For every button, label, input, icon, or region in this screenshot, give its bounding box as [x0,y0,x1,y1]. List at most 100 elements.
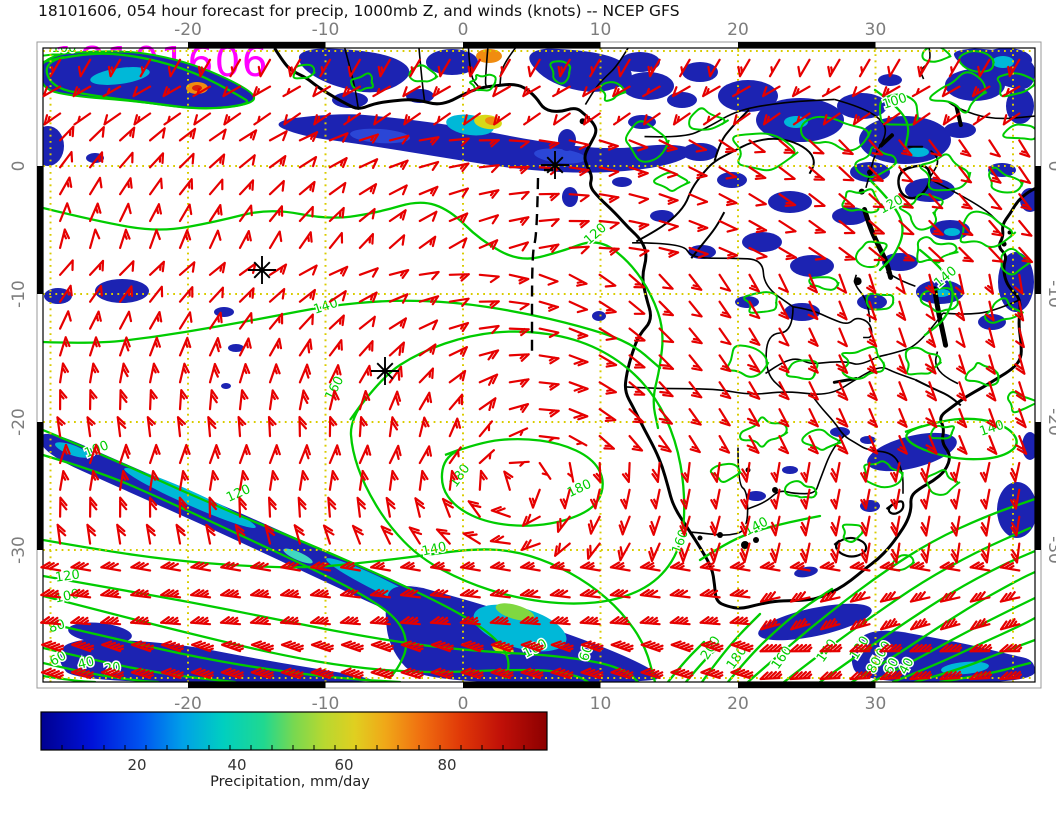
terrain-contour-squiggle [854,240,888,269]
height-contour-120 [868,178,904,272]
precip-blob [558,129,576,151]
dashed-track [530,177,540,355]
terrain-contour-squiggle [919,153,972,192]
precip-blob [717,172,747,188]
precip-blob [832,207,868,225]
colorbar-tick-label: 20 [127,756,146,774]
height-contour-160 [666,640,706,682]
precip-blob [746,491,766,501]
terrain-dot [697,535,703,541]
precip-blob [495,603,535,621]
terrain-dot [717,532,723,538]
height-contour-120 [43,201,664,430]
terrain-contour-squiggle [350,72,374,92]
terrain-contour-squiggle [1002,123,1035,141]
axis-tick-label-left: -20 [9,408,29,436]
height-contour-140 [698,514,822,562]
height-contour-140 [43,538,657,682]
terrain-dot [753,537,759,543]
colorbar-tick-label: 60 [334,756,353,774]
axis-tick-label-bottom: 30 [865,694,887,714]
precip-blob [612,177,632,187]
terrain-dot [772,487,778,493]
country-border [632,242,794,308]
star-marker [541,151,569,179]
terrain-contour-squiggle [624,120,670,163]
colorbar-tick-label: 40 [227,756,246,774]
country-border [747,435,845,510]
frame-segment-top [463,42,601,48]
axis-tick-label-right: -10 [1044,280,1056,308]
colorbar: 20 40 60 80 Precipitation, mm/day [40,711,548,790]
axis-tick-label-left: -30 [9,536,29,564]
plot-title: 18101606, 054 hour forecast for precip, … [38,2,680,20]
axis-tick-label-top: 10 [590,20,612,40]
contour-label: 100 [54,587,81,607]
country-border [624,386,811,395]
height-contour-140 [43,299,662,370]
frame-segment-right [1035,166,1041,294]
precip-blob [650,210,674,222]
precip-blob [622,72,674,100]
precip-blob [54,442,90,458]
precip-blob [534,148,586,164]
axis-tick-label-top: 30 [865,20,887,40]
terrain-contour-squiggle [854,146,898,179]
height-contour-120 [43,574,640,682]
contour-label: 100 [52,41,77,56]
river [635,137,815,243]
axis-tick-label-right: -30 [1044,536,1056,564]
precip-blob [620,52,660,72]
precip-blob [95,279,149,303]
lake [879,133,894,148]
frame-segment-bottom [188,682,326,688]
height-contour-100 [873,88,910,150]
precip-blob [997,482,1035,538]
terrain-contour-squiggle [732,132,799,172]
precip-blob [830,427,850,437]
terrain-contour-squiggle [929,424,955,440]
terrain-contour-squiggle [865,292,895,311]
precip-blob [283,548,313,564]
terrain-contour-squiggle [408,64,439,83]
terrain-contour-squiggle [863,460,904,489]
frame-segment-bottom [463,682,601,688]
terrain-contour-squiggle [726,344,770,378]
country-border [499,48,516,85]
precip-blob [44,288,72,304]
frame-segment-left [37,166,43,294]
precip-blob [228,344,244,352]
precip-blob [90,67,150,85]
precip-blob [520,48,632,92]
height-contour-160 [746,497,1035,682]
precip-blob [742,232,782,252]
axis-tick-label-right: 0 [1044,161,1056,172]
colorbar-tick-label: 80 [437,756,456,774]
axis-tick-label-bottom: -10 [312,694,340,714]
height-contour-140 [918,248,954,337]
axis-tick-label-left: -10 [9,280,29,308]
precip-blob [214,307,234,317]
country-border-ring [885,500,905,515]
terrain-contour-squiggle [653,171,691,192]
terrain-contour-squiggle [929,71,988,114]
precip-blob [790,255,834,277]
country-border [765,306,794,392]
map-frame [36,41,1042,689]
river [690,211,726,259]
axis-tick-label-right: -20 [1044,408,1056,436]
graticule-layer [43,48,1035,682]
axis-tick-label-top: -20 [174,20,202,40]
axis-labels: -20 -10 0 10 20 30 -20 -10 0 10 20 30 0 -10 -20 -30 0 -10… [9,20,1056,714]
lake [932,286,949,348]
height-contour-180 [726,587,834,682]
country-border [418,48,426,101]
terrain-contour-squiggle [898,193,944,231]
terrain-contour-squiggle [738,416,789,448]
frame-segment-top [738,42,876,48]
country-border [810,366,916,395]
lake [954,105,963,127]
precip-blob [192,85,202,91]
terrain-contour-squiggle [988,166,1024,194]
